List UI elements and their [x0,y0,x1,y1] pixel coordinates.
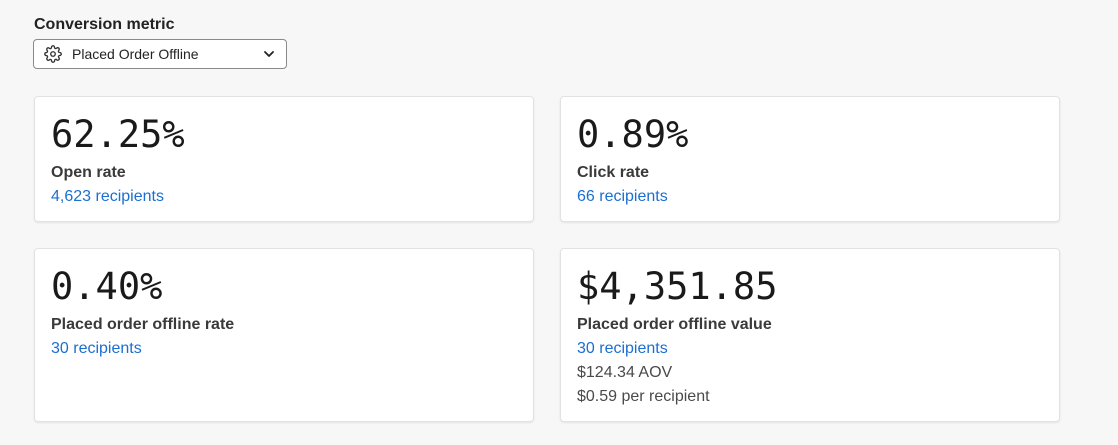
click-rate-value: 0.89% [577,113,689,156]
per-recipient-text: $0.59 per recipient [577,388,710,405]
chevron-down-icon [262,47,276,61]
conversion-metric-label: Conversion metric [34,16,175,33]
click-rate-card: 0.89% Click rate 66 recipients [560,96,1060,222]
conversion-metric-value: Placed Order Offline [72,46,199,62]
placed-order-rate-value: 0.40% [51,265,163,308]
placed-order-value-amount: $4,351.85 [577,265,778,308]
placed-order-rate-recipients-link[interactable]: 30 recipients [51,340,142,357]
aov-text: $124.34 AOV [577,364,673,381]
placed-order-rate-title: Placed order offline rate [51,316,235,333]
conversion-metric-select[interactable]: Placed Order Offline [33,39,287,69]
placed-order-value-card: $4,351.85 Placed order offline value 30 … [560,248,1060,422]
open-rate-card: 62.25% Open rate 4,623 recipients [34,96,534,222]
placed-order-value-title: Placed order offline value [577,316,772,333]
placed-order-value-recipients-link[interactable]: 30 recipients [577,340,668,357]
placed-order-rate-card: 0.40% Placed order offline rate 30 recip… [34,248,534,422]
open-rate-title: Open rate [51,164,126,181]
open-rate-value: 62.25% [51,113,185,156]
gear-icon [44,45,62,63]
click-rate-recipients-link[interactable]: 66 recipients [577,188,668,205]
click-rate-title: Click rate [577,164,650,181]
open-rate-recipients-link[interactable]: 4,623 recipients [51,188,164,205]
